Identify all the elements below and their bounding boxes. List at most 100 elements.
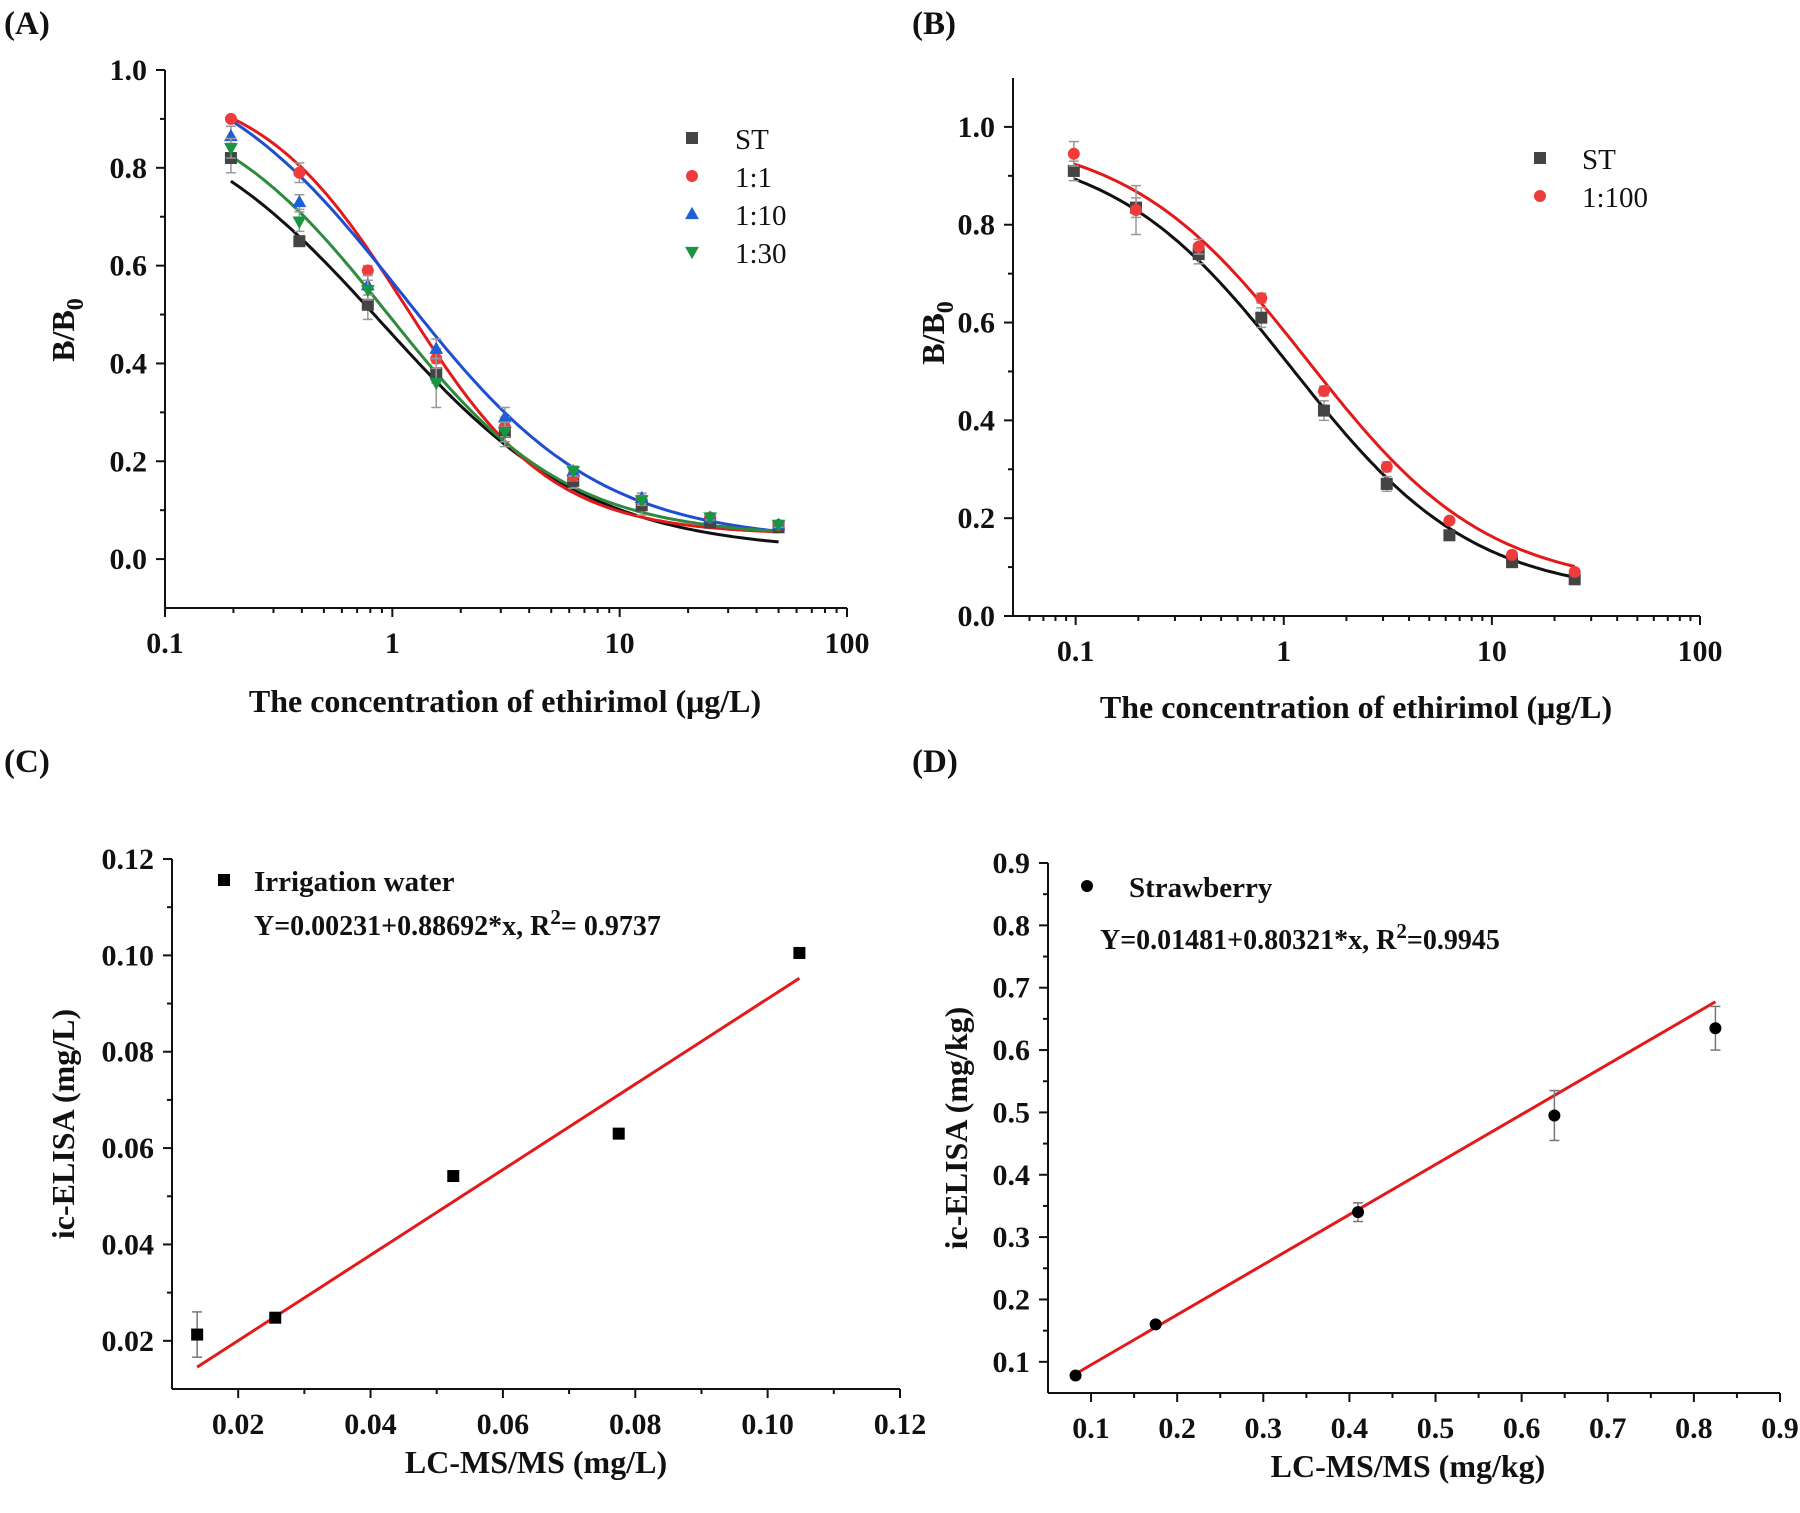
equation-tail: =0.9945: [1407, 925, 1500, 956]
regression-equation: Y=0.01481+0.80321*x, R2=0.9945: [1100, 919, 1500, 956]
data-point-1-100: [1255, 292, 1268, 305]
x-tick-label: 0.9: [1761, 1412, 1799, 1445]
x-tick-label: 1: [1276, 635, 1291, 668]
y-tick-label: 0.6: [110, 250, 148, 283]
equation-main: Y=0.00231+0.88692*x, R: [254, 911, 551, 942]
data-point-1-10: [429, 341, 444, 354]
data-point-1-30: [360, 284, 375, 298]
data-point: [1069, 1369, 1082, 1382]
x-tick-label: 0.2: [1158, 1412, 1196, 1445]
y-axis-title: ic-ELISA (mg/kg): [938, 1007, 974, 1250]
y-tick-label: 0.2: [993, 1283, 1031, 1316]
data-point: [269, 1311, 282, 1324]
x-tick-label: 0.7: [1589, 1412, 1627, 1445]
regression-line: [196, 976, 801, 1369]
x-tick-label: 0.3: [1245, 1412, 1283, 1445]
legend-label: ST: [735, 124, 769, 156]
data-point-1-1: [361, 264, 374, 277]
x-tick-label: 0.8: [1675, 1412, 1713, 1445]
legend-label: 1:10: [735, 200, 787, 232]
data-point-1-100: [1443, 514, 1456, 527]
x-tick-label: 0.04: [344, 1408, 397, 1441]
equation-main: Y=0.01481+0.80321*x, R: [1100, 925, 1397, 956]
legend-marker: [218, 874, 230, 886]
y-axis-title: B/B0: [45, 298, 89, 362]
data-point-ST: [1443, 529, 1456, 542]
data-point-ST: [1255, 311, 1268, 324]
x-tick-label: 0.1: [1057, 635, 1095, 668]
x-tick-label: 1: [385, 627, 400, 660]
y-axis-title-subscript: 0: [933, 301, 959, 313]
x-tick-label: 0.4: [1331, 1412, 1369, 1445]
x-tick-label: 0.08: [609, 1408, 662, 1441]
data-point-1-30: [224, 143, 238, 156]
data-point-1-100: [1568, 565, 1581, 578]
regression-line: [1074, 1000, 1717, 1376]
y-tick-label: 0.4: [110, 347, 148, 380]
fit-curve-1-10: [230, 119, 779, 533]
chart-panel-c: (C) 0.02 0.04 0.06 0.08 0.10 0.12 0.02 0.04 0.06 0…: [4, 744, 926, 1480]
x-tick-label: 0.12: [874, 1408, 927, 1441]
y-tick-label: 0.0: [110, 543, 148, 576]
legend-marker: [686, 170, 698, 182]
y-axis-title-subscript: 0: [63, 298, 89, 310]
y-tick-label: 1.0: [110, 54, 148, 87]
y-tick-label: 1.0: [958, 111, 996, 144]
data-point: [447, 1170, 460, 1183]
data-point-ST: [293, 235, 306, 248]
equation-superscript: 2: [550, 905, 561, 929]
y-tick-label: 0.6: [993, 1034, 1031, 1067]
y-tick-label: 0.8: [110, 152, 148, 185]
y-tick-label: 0.4: [958, 404, 996, 437]
data-point-1-30: [634, 495, 649, 508]
y-tick-label: 0.08: [102, 1036, 155, 1069]
y-axis-title-main: B/B: [45, 310, 81, 362]
x-tick-label: 0.5: [1417, 1412, 1455, 1445]
y-tick-label: 0.7: [993, 972, 1031, 1005]
legend-label: 1:100: [1582, 182, 1648, 214]
y-axis-title-main: B/B: [915, 313, 951, 365]
data-point-1-100: [1192, 240, 1205, 253]
panel-label: (D): [912, 744, 958, 780]
data-point-ST: [1380, 477, 1393, 490]
y-tick-label: 0.10: [102, 939, 155, 972]
data-point-ST: [361, 298, 374, 311]
x-tick-label: 100: [1678, 635, 1723, 668]
chart-panel-a: (A) 0.0 0.2 0.4 0.6 0.8 1.0 0.1 1 10 100 The concen…: [4, 6, 870, 719]
data-point-1-30: [703, 512, 718, 525]
data-point-ST: [1317, 404, 1330, 417]
panel-label: (C): [4, 744, 50, 780]
y-tick-label: 0.9: [993, 847, 1031, 880]
fit-curve-ST: [230, 179, 779, 544]
fit-curve-1-100: [1073, 162, 1576, 568]
y-tick-label: 0.02: [102, 1325, 155, 1358]
data-point-1-100: [1067, 147, 1080, 160]
legend-marker: [1534, 190, 1546, 202]
x-axis-title: The concentration of ethirimol (μg/L): [249, 683, 761, 719]
y-tick-label: 0.6: [958, 307, 996, 340]
regression-equation: Y=0.00231+0.88692*x, R2= 0.9737: [254, 905, 661, 942]
equation-superscript: 2: [1396, 919, 1407, 943]
fit-curve-ST: [1073, 177, 1576, 579]
data-point-1-1: [293, 166, 306, 179]
y-tick-label: 0.2: [958, 502, 996, 535]
data-point: [1548, 1109, 1561, 1122]
data-point: [1352, 1206, 1365, 1219]
data-point-1-100: [1506, 548, 1519, 561]
data-point-1-10: [292, 194, 307, 208]
y-tick-label: 0.04: [102, 1228, 155, 1261]
x-tick-label: 0.6: [1503, 1412, 1541, 1445]
y-tick-label: 0.2: [110, 445, 148, 478]
data-point: [191, 1328, 204, 1341]
data-point-1-30: [566, 465, 581, 479]
x-tick-label: 0.10: [741, 1408, 794, 1441]
x-axis-title: LC-MS/MS (mg/kg): [1271, 1448, 1546, 1484]
data-point: [612, 1127, 625, 1140]
panel-label: (B): [912, 6, 956, 42]
data-point-ST: [1067, 164, 1080, 177]
data-point-1-30: [771, 519, 786, 533]
legend-label: 1:1: [735, 162, 772, 194]
legend-label: ST: [1582, 144, 1616, 176]
data-point-1-30: [292, 216, 307, 229]
data-point-1-100: [1130, 204, 1143, 217]
